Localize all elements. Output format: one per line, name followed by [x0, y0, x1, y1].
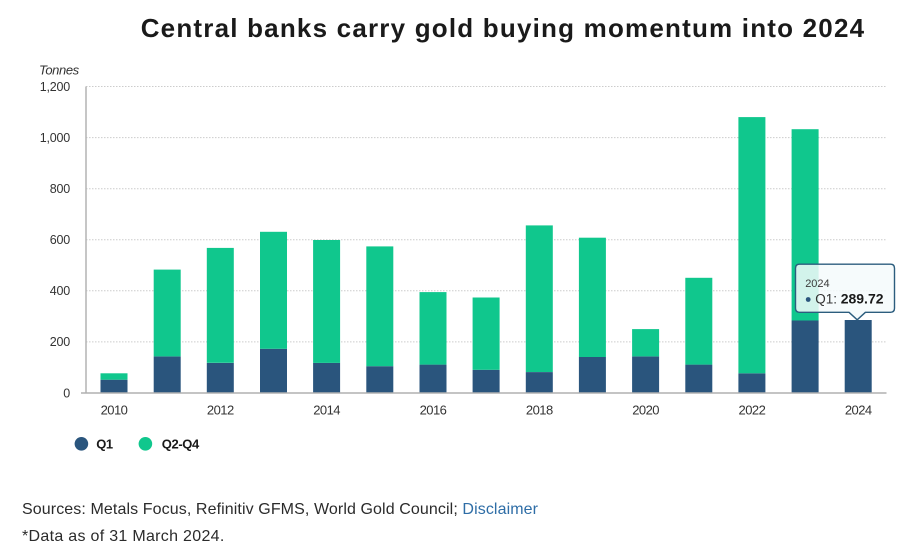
svg-text:1,000: 1,000 [40, 131, 71, 145]
svg-text:0: 0 [63, 386, 70, 400]
svg-text:2024: 2024 [845, 402, 872, 417]
svg-text:2020: 2020 [632, 402, 659, 417]
svg-text:2022: 2022 [739, 402, 766, 417]
svg-text:2018: 2018 [526, 402, 553, 417]
svg-text:2014: 2014 [313, 402, 340, 417]
svg-text:1,200: 1,200 [40, 80, 71, 94]
svg-text:2012: 2012 [207, 402, 234, 417]
svg-text:Tonnes: Tonnes [39, 63, 80, 78]
svg-text:600: 600 [50, 233, 71, 247]
svg-text:2024: 2024 [805, 278, 829, 290]
svg-text:Q1: 289.72: Q1: 289.72 [815, 291, 884, 307]
svg-text:2016: 2016 [420, 402, 447, 417]
svg-text:2010: 2010 [101, 402, 128, 417]
svg-text:Q1: Q1 [96, 437, 113, 452]
svg-text:200: 200 [50, 335, 71, 349]
svg-text:800: 800 [50, 182, 71, 196]
svg-text:400: 400 [50, 284, 71, 298]
svg-text:Q2-Q4: Q2-Q4 [162, 437, 200, 452]
